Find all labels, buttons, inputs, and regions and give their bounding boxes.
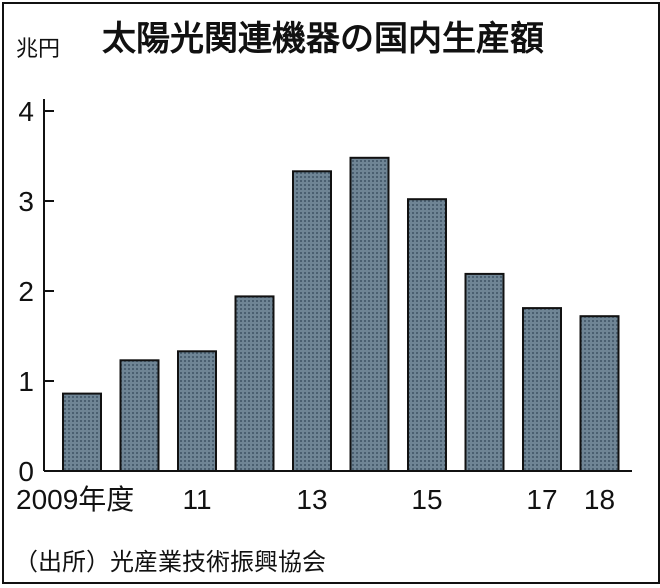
- bar-2012: [234, 295, 275, 472]
- x-axis: 2009年度 11 13 15 17 18: [16, 470, 632, 515]
- bar-2014: [349, 156, 390, 473]
- x-tick-label: 13: [296, 484, 327, 515]
- bars: [62, 156, 620, 473]
- bar-2015: [407, 198, 447, 472]
- y-axis-unit: 兆円: [16, 37, 60, 62]
- y-tick-label: 3: [18, 186, 34, 217]
- y-tick-label: 2: [18, 276, 34, 307]
- bar-2016: [464, 272, 505, 472]
- x-tick-label: 17: [526, 484, 557, 515]
- x-tick-label: 2009年度: [16, 484, 134, 515]
- chart-title: 太陽光関連機器の国内生産額: [102, 19, 544, 59]
- source-note: （出所）光産業技術振興協会: [14, 548, 326, 576]
- y-axis: 0 1 2 3 4: [18, 96, 54, 487]
- bar-2010: [119, 359, 160, 472]
- x-tick-label: 11: [182, 484, 211, 515]
- y-tick-label: 4: [18, 96, 34, 127]
- bar-2018: [579, 315, 620, 473]
- bar-2009: [62, 392, 102, 473]
- y-tick-label: 1: [18, 366, 34, 397]
- bar-2017: [522, 307, 562, 472]
- x-tick-label: 18: [584, 484, 615, 515]
- bar-2011: [177, 350, 217, 472]
- bar-2013: [292, 170, 332, 473]
- x-tick-label: 15: [411, 484, 442, 515]
- y-tick-label: 0: [18, 456, 34, 487]
